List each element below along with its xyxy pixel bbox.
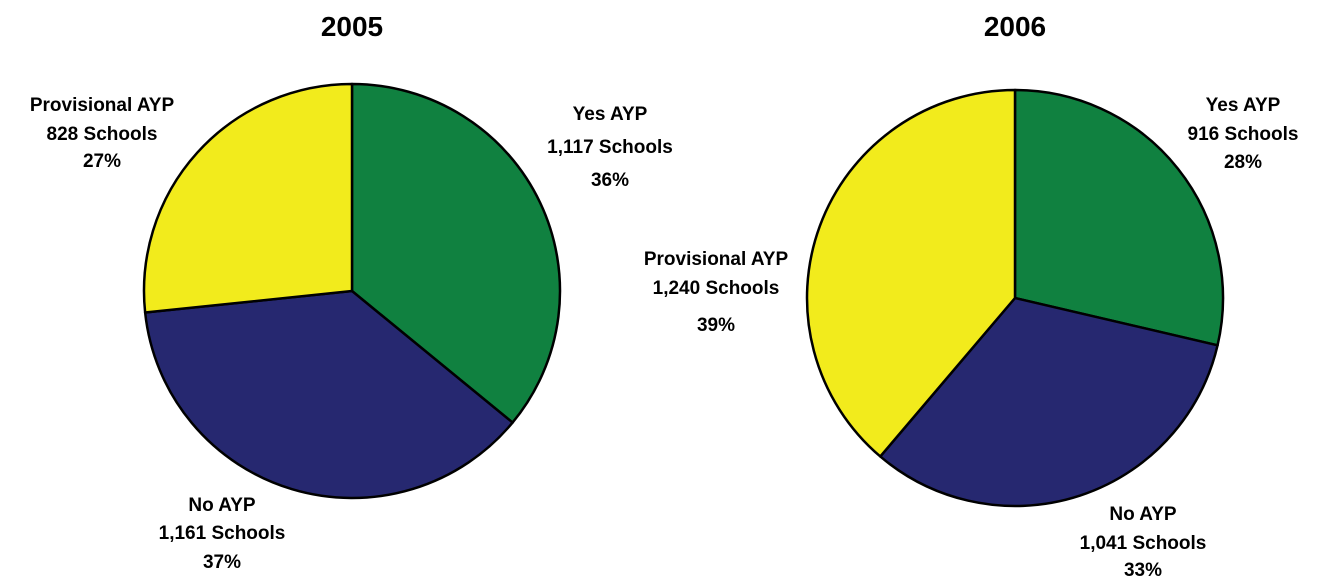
slice-label-yes-ayp-2005: Yes AYP 1,117 Schools 36% [547, 104, 673, 191]
slice-name: No AYP [1109, 504, 1177, 525]
pie-slices-2005 [142, 82, 562, 500]
slice-count: 916 Schools [1188, 124, 1299, 145]
slice-name: No AYP [188, 495, 256, 516]
pie-slice-yes-ayp-2005 [350, 82, 562, 424]
slice-label-yes-ayp-2006: Yes AYP 916 Schools 28% [1188, 95, 1299, 173]
pie-slice-no-ayp-2005 [143, 289, 514, 500]
slice-label-provisional-ayp-2005: Provisional AYP 828 Schools 27% [30, 95, 175, 172]
chart-title-2005: 2005 [321, 11, 383, 42]
slice-name: Provisional AYP [30, 95, 175, 116]
pie-slice-no-ayp-2006 [879, 296, 1219, 508]
pie-slices-2006 [805, 88, 1225, 508]
pie-slice-yes-ayp-2006 [1013, 88, 1225, 347]
slice-label-no-ayp-2006: No AYP 1,041 Schools 33% [1080, 504, 1207, 578]
chart-title-2006: 2006 [984, 11, 1046, 42]
pie-slice-provisional-ayp-2006 [805, 88, 1017, 458]
slice-count: 828 Schools [47, 124, 158, 145]
slice-percent: 37% [203, 552, 241, 573]
slice-name: Yes AYP [573, 104, 648, 125]
pie-slice-provisional-ayp-2005 [142, 82, 354, 314]
pie-chart-2005: 2005 Yes AYP 1,117 Schools 36% No AYP 1,… [30, 11, 673, 573]
pie-chart-2006: 2006 Yes AYP 916 Schools 28% No AYP 1,04… [644, 11, 1299, 578]
slice-label-no-ayp-2005: No AYP 1,161 Schools 37% [159, 495, 286, 573]
slice-percent: 27% [83, 151, 121, 172]
slice-label-provisional-ayp-2006: Provisional AYP 1,240 Schools 39% [644, 249, 789, 336]
slice-percent: 28% [1224, 152, 1262, 173]
slice-name: Provisional AYP [644, 249, 789, 270]
slice-count: 1,161 Schools [159, 523, 286, 544]
slice-count: 1,117 Schools [547, 137, 673, 158]
slice-percent: 39% [697, 315, 735, 336]
slice-name: Yes AYP [1206, 95, 1281, 116]
slice-count: 1,041 Schools [1080, 533, 1207, 554]
slice-percent: 36% [591, 170, 629, 191]
slice-count: 1,240 Schools [653, 278, 780, 299]
slice-percent: 33% [1124, 560, 1162, 578]
